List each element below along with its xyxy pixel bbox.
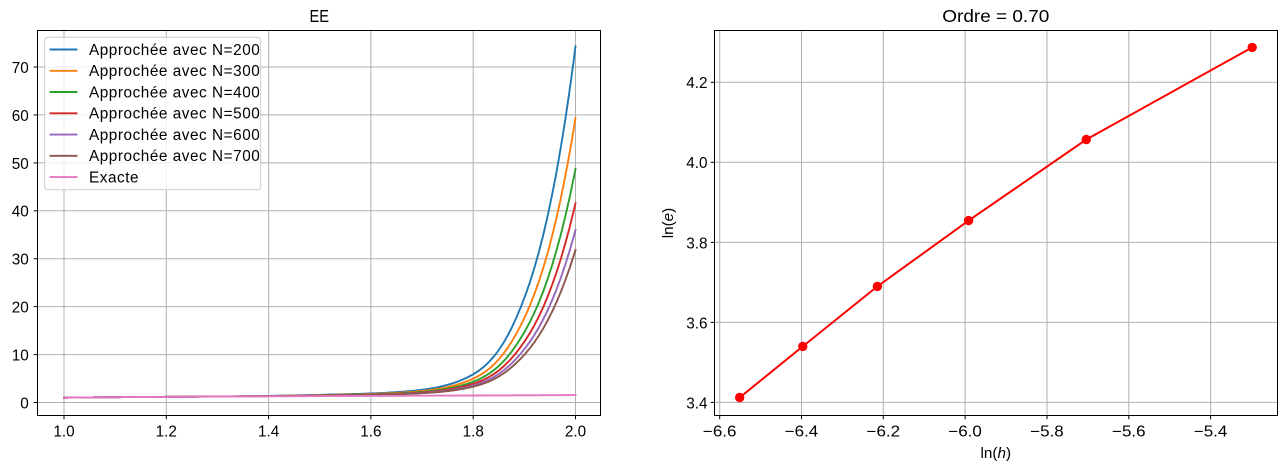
svg-text:10: 10 xyxy=(12,348,29,365)
svg-text:3.6: 3.6 xyxy=(686,315,707,332)
svg-text:Approchée avec N=500: Approchée avec N=500 xyxy=(89,106,260,123)
svg-text:−6.2: −6.2 xyxy=(867,423,901,440)
svg-text:Ordre = 0.70: Ordre = 0.70 xyxy=(942,6,1049,26)
svg-text:Approchée avec N=400: Approchée avec N=400 xyxy=(89,84,260,101)
svg-text:30: 30 xyxy=(12,252,29,269)
svg-text:Approchée avec N=200: Approchée avec N=200 xyxy=(89,42,260,59)
svg-text:1.6: 1.6 xyxy=(360,423,381,440)
svg-text:−6.6: −6.6 xyxy=(703,423,737,440)
svg-text:−5.6: −5.6 xyxy=(1112,423,1146,440)
svg-text:20: 20 xyxy=(12,300,29,317)
svg-text:60: 60 xyxy=(12,108,29,125)
svg-text:−6.4: −6.4 xyxy=(785,423,819,440)
svg-text:1.2: 1.2 xyxy=(156,423,177,440)
svg-text:ln(e): ln(e) xyxy=(661,208,677,239)
svg-text:50: 50 xyxy=(12,156,29,173)
svg-text:Approchée avec N=600: Approchée avec N=600 xyxy=(89,127,260,144)
svg-text:3.4: 3.4 xyxy=(686,395,708,412)
svg-text:4.2: 4.2 xyxy=(686,75,707,92)
svg-text:1.0: 1.0 xyxy=(53,423,74,440)
svg-text:3.8: 3.8 xyxy=(686,235,707,252)
svg-text:−5.8: −5.8 xyxy=(1030,423,1064,440)
svg-text:−6.0: −6.0 xyxy=(948,423,982,440)
svg-text:Approchée avec N=300: Approchée avec N=300 xyxy=(89,63,260,80)
svg-text:Approchée avec N=700: Approchée avec N=700 xyxy=(89,148,260,165)
svg-text:−5.4: −5.4 xyxy=(1194,423,1228,440)
svg-text:70: 70 xyxy=(12,60,29,77)
svg-text:0: 0 xyxy=(20,395,29,412)
svg-text:EE: EE xyxy=(310,6,330,26)
svg-text:Exacte: Exacte xyxy=(89,169,139,186)
svg-text:1.4: 1.4 xyxy=(258,423,280,440)
svg-text:4.0: 4.0 xyxy=(686,155,707,172)
svg-text:40: 40 xyxy=(12,204,29,221)
svg-text:1.8: 1.8 xyxy=(463,423,484,440)
svg-text:2.0: 2.0 xyxy=(565,423,586,440)
svg-text:ln(h): ln(h) xyxy=(981,446,1012,462)
